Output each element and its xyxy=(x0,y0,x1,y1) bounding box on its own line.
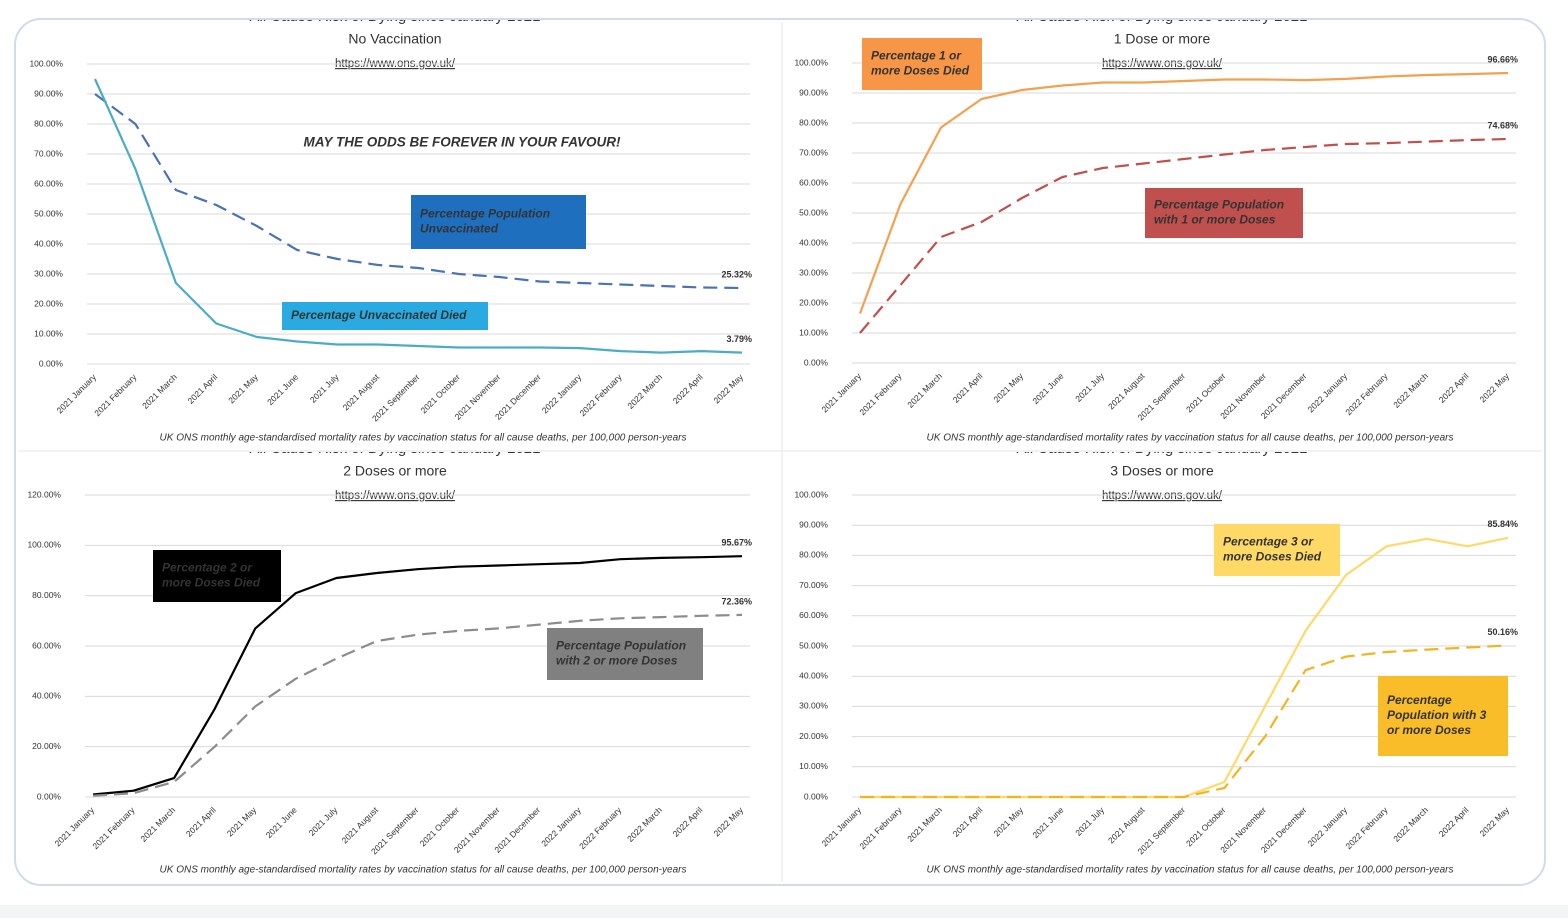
chart-subtitle: No Vaccination xyxy=(348,31,441,47)
y-tick-label: 0.00% xyxy=(804,357,829,367)
y-tick-label: 40.00% xyxy=(799,670,828,680)
y-tick-label: 0.00% xyxy=(804,791,829,801)
series-line xyxy=(94,93,743,290)
y-tick-label: 50.00% xyxy=(34,208,63,218)
chart-title: All Cause Risk of Dying since January 20… xyxy=(1017,8,1308,25)
y-tick-label: 50.00% xyxy=(799,640,828,650)
y-tick-label: 30.00% xyxy=(34,268,63,278)
y-tick-label: 0.00% xyxy=(39,358,64,368)
data-label: 72.36% xyxy=(721,596,752,606)
source-link: https://www.ons.gov.uk/ xyxy=(335,490,456,502)
y-tick-label: 40.00% xyxy=(32,691,61,701)
legend-label: Percentage 3 or more Doses Died xyxy=(1223,535,1322,564)
footnote: UK ONS monthly age-standardised mortalit… xyxy=(927,865,1454,876)
legend-label: Percentage Unvaccinated Died xyxy=(291,308,467,322)
y-tick-label: 20.00% xyxy=(799,731,828,741)
legend-label: Percentage Population with 1 or more Dose… xyxy=(1154,198,1284,227)
data-label: 96.66% xyxy=(1487,54,1518,64)
y-tick-label: 60.00% xyxy=(799,610,828,620)
y-tick-label: 10.00% xyxy=(799,761,828,771)
y-tick-label: 100.00% xyxy=(29,58,63,68)
series-line xyxy=(92,613,743,797)
chart-subtitle: 2 Doses or more xyxy=(343,463,447,479)
footnote: UK ONS monthly age-standardised mortalit… xyxy=(160,433,687,444)
series-line xyxy=(93,78,743,354)
legend-label: Percentage Population Unvaccinated xyxy=(420,207,550,236)
chart-title: All Cause Risk of Dying since January 20… xyxy=(250,8,541,25)
y-tick-label: 30.00% xyxy=(799,267,828,277)
chart-title: All Cause Risk of Dying since January 20… xyxy=(1017,440,1308,457)
legend-box xyxy=(282,302,488,330)
chart-subtitle: 1 Dose or more xyxy=(1114,31,1211,47)
y-tick-label: 90.00% xyxy=(34,88,63,98)
legend-box xyxy=(1378,676,1508,756)
annotation: MAY THE ODDS BE FOREVER IN YOUR FAVOUR! xyxy=(303,135,621,150)
y-tick-label: 120.00% xyxy=(27,489,61,499)
y-tick-label: 40.00% xyxy=(34,238,63,248)
legend-label: Percentage Population with 3 or more Doses xyxy=(1387,693,1487,737)
y-tick-label: 10.00% xyxy=(799,327,828,337)
series-line xyxy=(92,555,743,796)
y-tick-label: 40.00% xyxy=(799,237,828,247)
y-tick-label: 20.00% xyxy=(32,741,61,751)
y-tick-label: 60.00% xyxy=(32,640,61,650)
legend-box xyxy=(862,38,982,90)
y-tick-label: 90.00% xyxy=(799,519,828,529)
y-tick-label: 80.00% xyxy=(32,590,61,600)
y-tick-label: 10.00% xyxy=(34,328,63,338)
y-tick-label: 50.00% xyxy=(799,207,828,217)
legend-box xyxy=(153,550,281,602)
y-tick-label: 70.00% xyxy=(34,148,63,158)
series-line xyxy=(858,71,1509,314)
y-tick-label: 80.00% xyxy=(799,117,828,127)
data-label: 95.67% xyxy=(721,538,752,548)
data-label: 25.32% xyxy=(721,269,752,279)
footnote: UK ONS monthly age-standardised mortalit… xyxy=(927,433,1454,444)
y-tick-label: 100.00% xyxy=(794,57,828,67)
y-tick-label: 90.00% xyxy=(799,87,828,97)
series-line xyxy=(860,644,1509,799)
source-link: https://www.ons.gov.uk/ xyxy=(1102,490,1223,502)
y-tick-label: 70.00% xyxy=(799,147,828,157)
data-label: 85.84% xyxy=(1487,519,1518,529)
y-tick-label: 80.00% xyxy=(34,118,63,128)
y-tick-label: 100.00% xyxy=(794,489,828,499)
y-tick-label: 60.00% xyxy=(34,178,63,188)
legend-label: Percentage Population with 2 or more Dose… xyxy=(556,639,686,668)
legend-label: Percentage 2 or more Doses Died xyxy=(162,561,261,590)
legend-box xyxy=(1214,524,1340,576)
legend-box xyxy=(547,628,703,680)
data-label: 74.68% xyxy=(1487,120,1518,130)
y-tick-label: 80.00% xyxy=(799,550,828,560)
chart-subtitle: 3 Doses or more xyxy=(1110,463,1214,479)
y-tick-label: 30.00% xyxy=(799,701,828,711)
y-tick-label: 0.00% xyxy=(37,791,62,801)
legend-box xyxy=(1145,188,1303,238)
y-tick-label: 70.00% xyxy=(799,580,828,590)
data-label: 3.79% xyxy=(726,334,752,344)
y-tick-label: 60.00% xyxy=(799,177,828,187)
data-label: 50.16% xyxy=(1487,627,1518,637)
legend-box xyxy=(411,195,586,249)
bottom-strip xyxy=(0,905,1568,918)
series-line xyxy=(859,137,1509,334)
y-tick-label: 20.00% xyxy=(799,297,828,307)
source-link: https://www.ons.gov.uk/ xyxy=(1102,58,1223,70)
footnote: UK ONS monthly age-standardised mortalit… xyxy=(160,865,687,876)
y-tick-label: 20.00% xyxy=(34,298,63,308)
panel-frame xyxy=(14,18,1546,886)
legend-label: Percentage 1 or more Doses Died xyxy=(871,49,970,78)
y-tick-label: 100.00% xyxy=(27,540,61,550)
chart-title: All Cause Risk of Dying since January 20… xyxy=(250,440,541,457)
